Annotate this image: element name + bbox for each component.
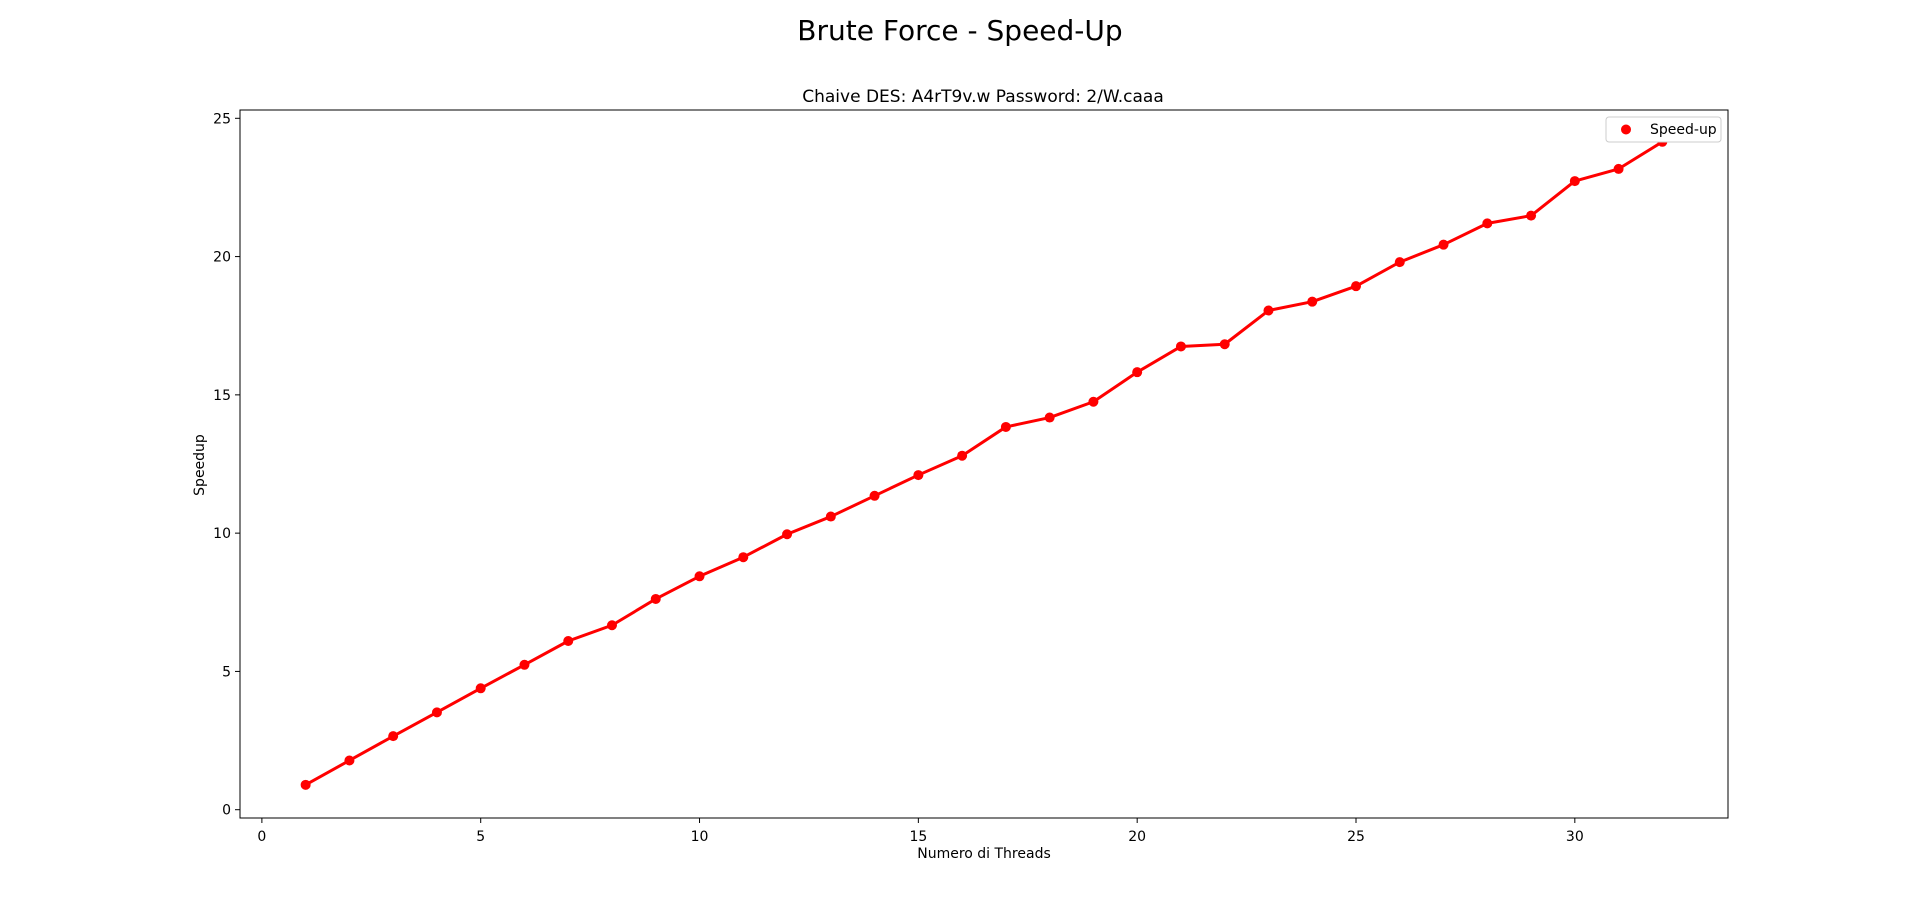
chart-title: Chaive DES: A4rT9v.w Password: 2/W.caaa xyxy=(802,87,1164,107)
data-point xyxy=(1307,296,1318,307)
legend-marker xyxy=(1621,124,1631,135)
data-point xyxy=(300,779,311,790)
data-point xyxy=(957,450,968,461)
data-point xyxy=(1044,412,1055,423)
data-point xyxy=(869,490,880,501)
series-layer xyxy=(300,136,1668,790)
data-point xyxy=(1000,421,1011,432)
data-point xyxy=(1526,210,1537,221)
y-tick-label: 5 xyxy=(222,664,231,680)
data-point xyxy=(475,683,486,694)
axis-ticks: 0 5 10 15 20 25 30 0 5 10 15 20 25 xyxy=(213,111,1584,845)
data-point xyxy=(1175,341,1186,352)
data-point xyxy=(563,636,574,646)
data-point xyxy=(1088,396,1099,407)
data-point xyxy=(694,571,705,582)
y-tick-label: 20 xyxy=(213,250,231,266)
x-tick-label: 25 xyxy=(1347,829,1365,845)
data-point xyxy=(1263,305,1274,316)
data-point xyxy=(431,707,442,718)
data-point xyxy=(1613,163,1624,174)
y-tick-label: 10 xyxy=(213,526,231,542)
data-point xyxy=(650,593,661,604)
x-tick-label: 20 xyxy=(1128,829,1146,845)
y-axis-label: Speedup xyxy=(192,434,208,496)
y-tick-label: 25 xyxy=(213,111,231,127)
legend-box xyxy=(1605,116,1722,143)
data-point xyxy=(344,755,355,766)
y-tick-label: 15 xyxy=(213,388,231,404)
data-point xyxy=(1351,281,1361,292)
data-point xyxy=(825,511,836,522)
data-point xyxy=(1438,239,1449,250)
x-tick-label: 0 xyxy=(257,829,266,845)
x-tick-label: 30 xyxy=(1566,829,1584,845)
data-point xyxy=(388,731,399,742)
data-point xyxy=(1394,257,1405,268)
y-tick-label: 0 xyxy=(222,803,231,819)
data-point xyxy=(519,659,530,670)
data-point xyxy=(1132,367,1143,378)
x-tick-label: 10 xyxy=(691,829,709,845)
legend: Speed-up xyxy=(1605,116,1722,143)
data-point xyxy=(913,470,924,481)
figure-title: Brute Force - Speed-Up xyxy=(797,14,1122,47)
legend-label: Speed-up xyxy=(1650,122,1717,138)
data-point xyxy=(1482,218,1493,229)
series-line xyxy=(304,140,1664,787)
data-point xyxy=(1569,176,1580,187)
data-point xyxy=(738,552,749,563)
x-tick-label: 15 xyxy=(909,829,927,845)
data-point xyxy=(782,529,793,540)
axes-frame xyxy=(239,109,1729,819)
x-axis-label: Numero di Threads xyxy=(917,846,1051,862)
data-point xyxy=(607,620,617,631)
data-point xyxy=(1219,339,1230,350)
x-tick-label: 5 xyxy=(476,829,485,845)
